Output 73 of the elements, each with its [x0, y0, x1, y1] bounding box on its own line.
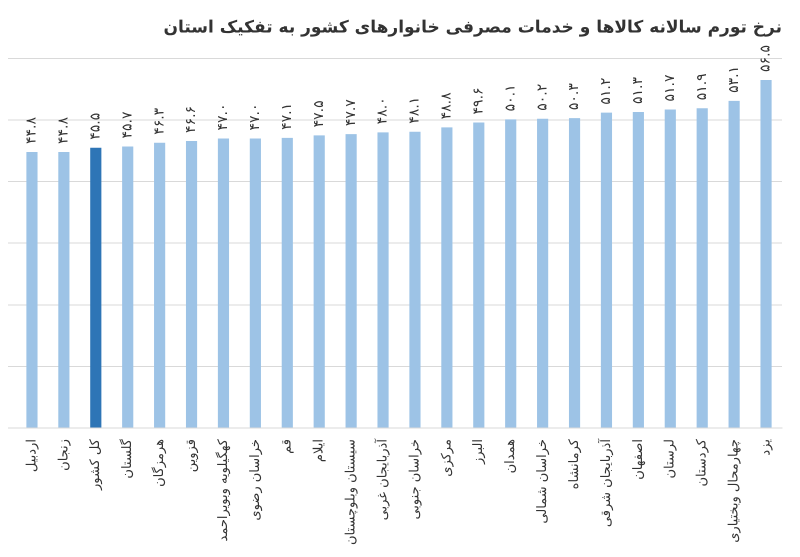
- data-label: ۴۷.۵: [310, 100, 327, 128]
- bar: [90, 148, 102, 428]
- bar: [282, 138, 293, 428]
- bar: [154, 142, 166, 428]
- bar: [568, 118, 580, 428]
- bar: [505, 119, 516, 428]
- x-tick-label: قزوین: [184, 439, 199, 472]
- x-tick-label: البرز: [471, 439, 486, 465]
- data-label: ۴۴.۸: [56, 116, 72, 144]
- data-label: ۴۷.۱: [278, 102, 295, 130]
- bar: [632, 112, 644, 428]
- x-tick-label: کهگیلویه وبویراحمد: [214, 438, 231, 542]
- x-tick-label: کرمانشاه: [566, 438, 582, 490]
- data-label: ۴۴.۸: [24, 116, 40, 144]
- bar: [537, 118, 548, 428]
- bar: [728, 100, 740, 428]
- bar: [250, 138, 261, 428]
- bar: [760, 80, 772, 428]
- x-tick-label: اردبیل: [24, 439, 40, 472]
- bar: [58, 152, 70, 428]
- x-tick-label: آذربایجان غربی: [373, 438, 390, 520]
- x-tick-label: اصفهان: [630, 439, 646, 480]
- data-label: ۴۶.۶: [183, 106, 200, 133]
- data-label: ۴۸.۰: [374, 97, 391, 124]
- data-label: ۴۸.۱: [406, 96, 423, 124]
- x-tick-label: کل کشور: [88, 438, 104, 491]
- data-label: ۴۷.۰: [215, 103, 232, 130]
- bar: [26, 152, 38, 428]
- x-tick-label: ایلام: [312, 439, 327, 462]
- bar: [664, 110, 676, 428]
- data-label: ۴۹.۶: [470, 87, 486, 114]
- bar: [346, 134, 357, 428]
- x-tick-label: مرکزی: [439, 439, 454, 477]
- x-tick-label: کردستان: [694, 438, 710, 487]
- x-tick-label: گلستان: [119, 438, 136, 479]
- bar: [473, 122, 484, 428]
- bar: [409, 132, 421, 428]
- x-tick-label: سیستان وبلوچستان: [344, 439, 358, 546]
- data-label: ۴۷.۷: [342, 98, 359, 126]
- x-tick-label: لرستان: [662, 439, 678, 479]
- bar: [314, 135, 325, 428]
- x-tick-label: هرمزگان: [151, 438, 167, 487]
- bar: [441, 127, 452, 428]
- x-tick-label: آذربایجان شرقی: [596, 438, 614, 528]
- x-tick-label: زنجان: [56, 439, 72, 471]
- data-label: ۵۰.۱: [502, 84, 518, 112]
- x-tick-label: یزد: [758, 438, 774, 456]
- data-label: ۵۳.۱: [726, 66, 742, 93]
- data-label: ۵۱.۹: [694, 73, 710, 100]
- data-label: ۴۵.۵: [87, 112, 104, 140]
- data-label: ۵۱.۳: [630, 76, 646, 104]
- x-tick-label: چهارمحال وبختیاری: [726, 439, 742, 543]
- data-label: ۴۶.۳: [151, 107, 168, 135]
- data-label: ۵۱.۲: [598, 78, 614, 105]
- data-label: ۵۶.۵: [758, 44, 774, 72]
- x-tick-label: خراسان شمالی: [535, 439, 550, 524]
- data-label: ۴۷.۰: [247, 103, 264, 130]
- bar: [186, 140, 198, 428]
- x-tick-label: خراسان جنوبی: [407, 439, 422, 520]
- data-label: ۵۰.۳: [566, 82, 582, 110]
- bar: [377, 132, 389, 428]
- data-label: ۵۰.۲: [534, 84, 550, 111]
- data-label: ۴۵.۷: [119, 111, 136, 138]
- bar: [696, 108, 708, 428]
- x-tick-label: همدان: [503, 438, 518, 474]
- data-label: ۴۸.۸: [438, 92, 455, 120]
- bar: [122, 146, 134, 428]
- x-tick-label: خراسان رضوی: [248, 439, 263, 521]
- x-tick-label: قم: [280, 439, 295, 454]
- data-label: ۵۱.۷: [662, 74, 678, 102]
- bar: [218, 138, 230, 428]
- chart-title: نرخ تورم سالانه کالاها و خدمات مصرفی خانوارهای کشور به تفکیک استان: [163, 18, 782, 38]
- bar: [600, 112, 612, 428]
